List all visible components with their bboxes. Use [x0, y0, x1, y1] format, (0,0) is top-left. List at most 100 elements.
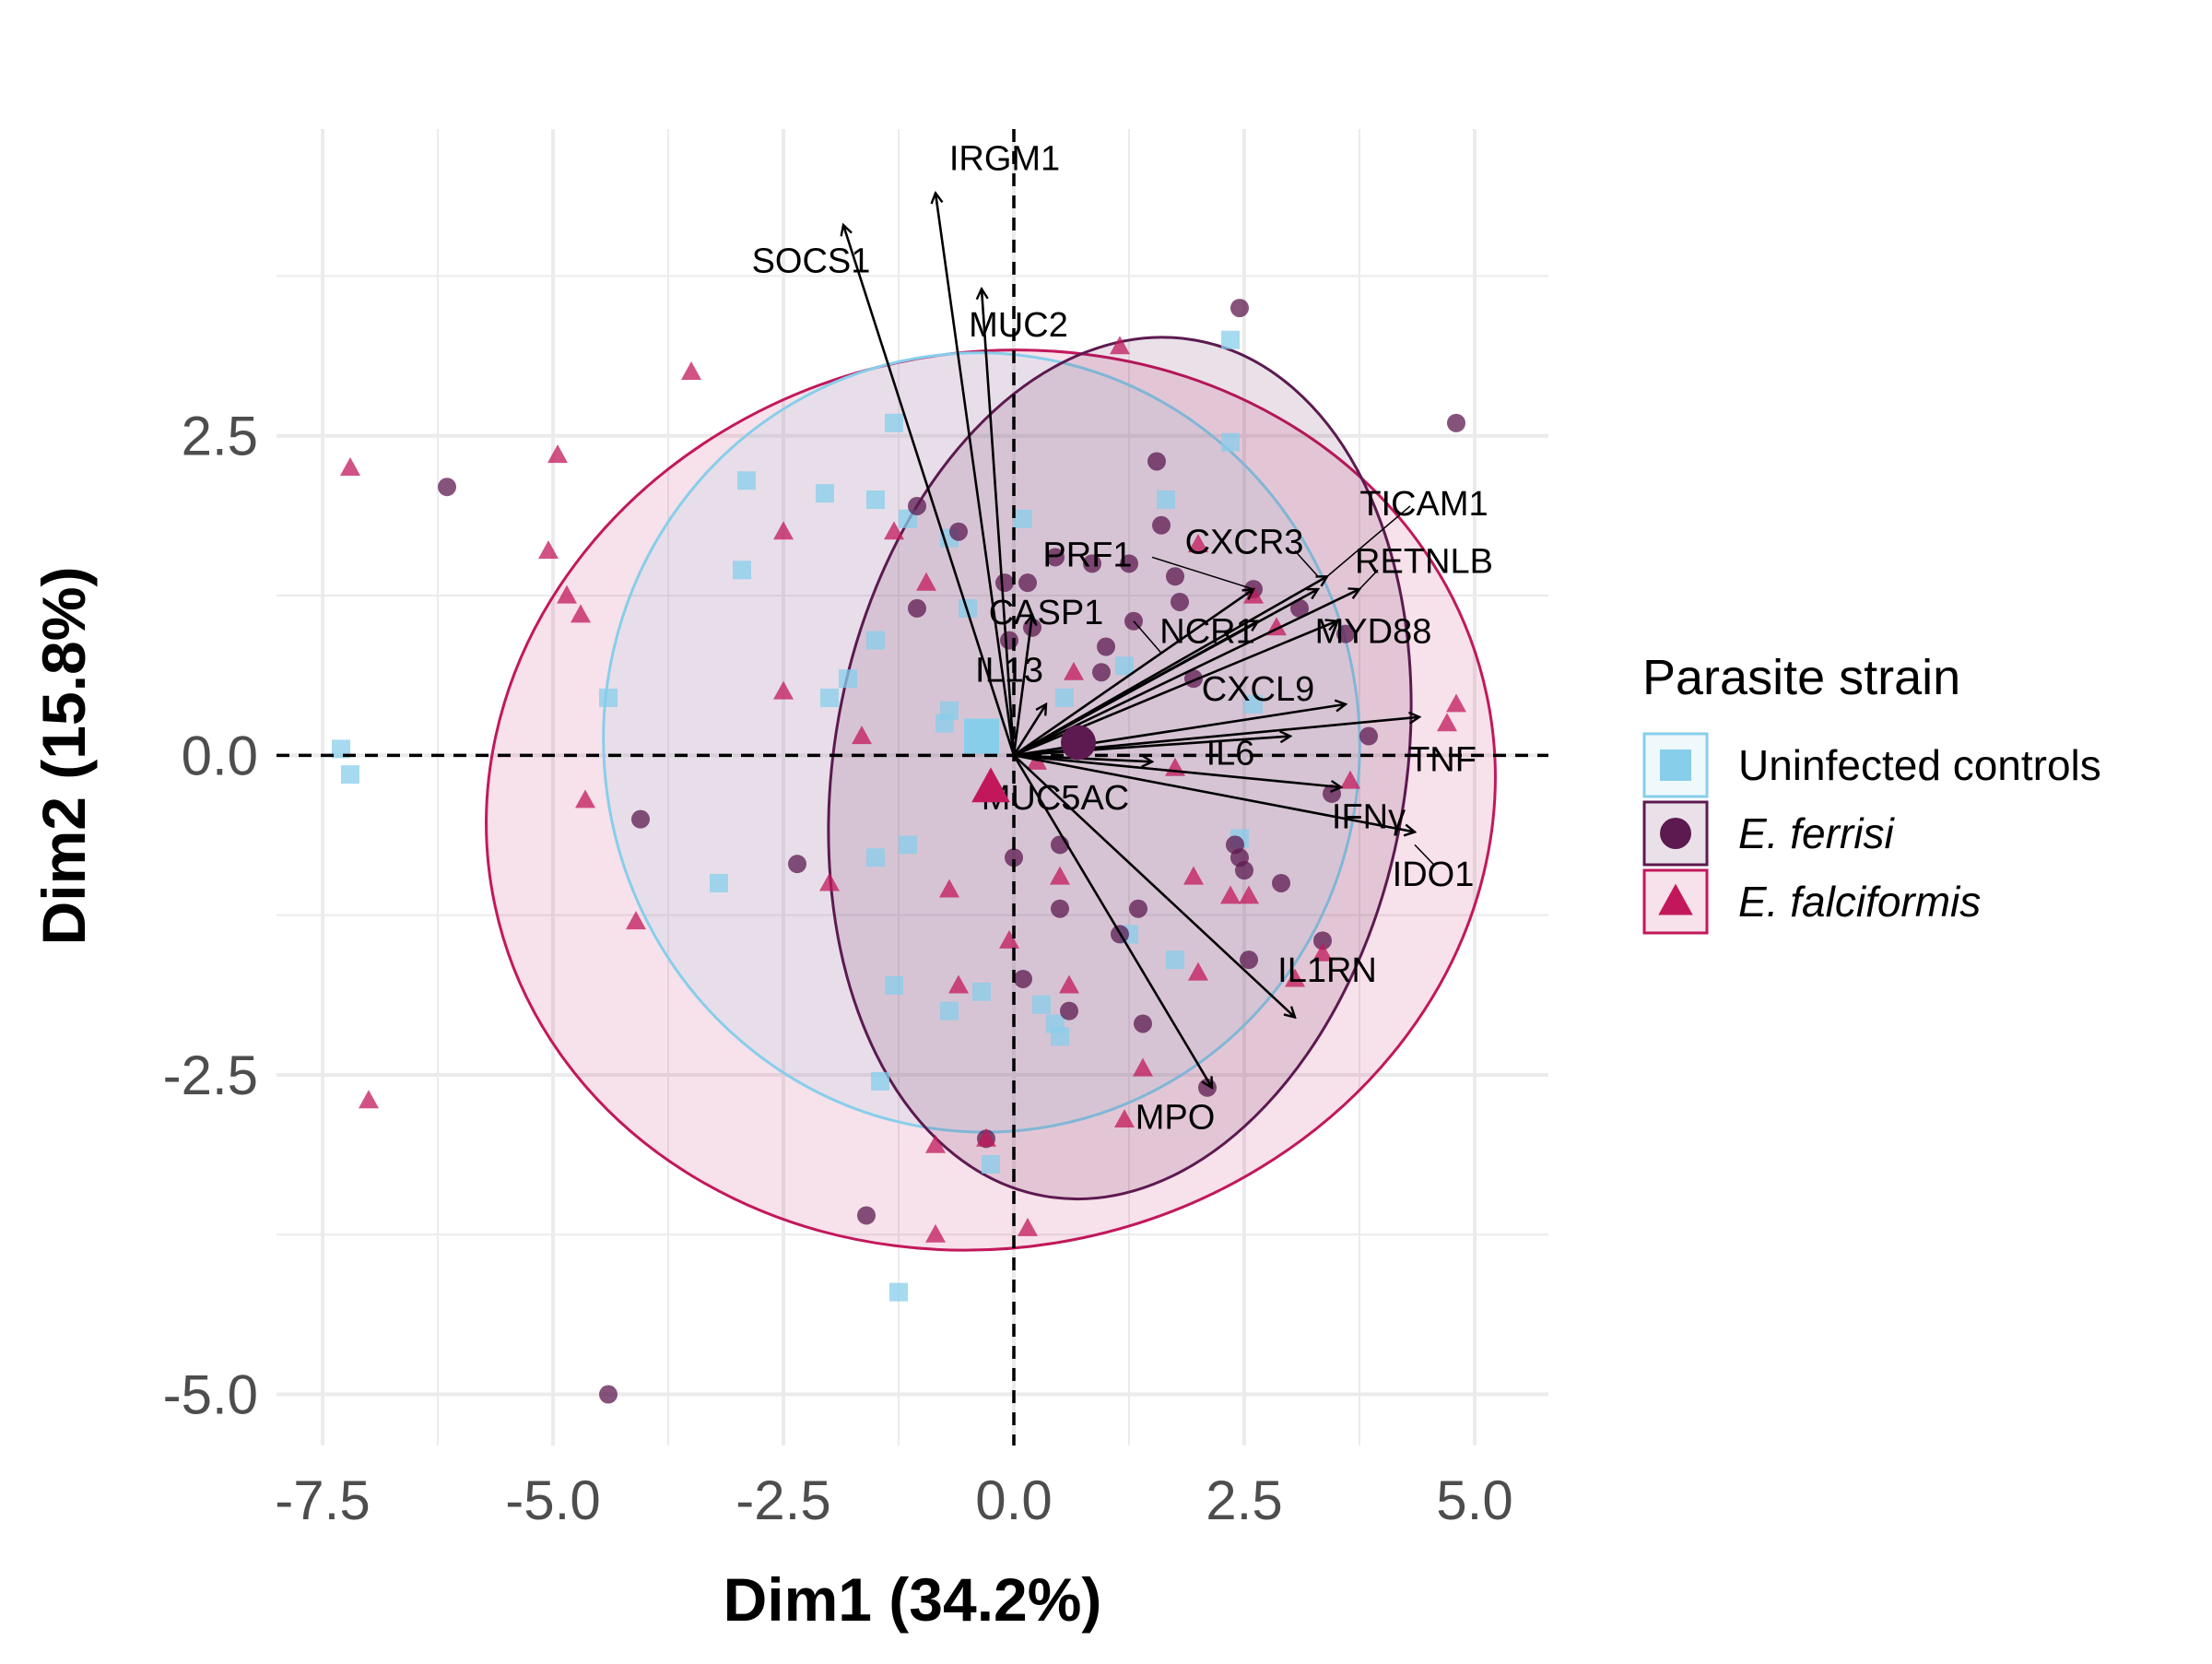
variable-label-TNF: TNF: [1408, 740, 1477, 779]
point-uninfected: [1221, 330, 1240, 349]
arrow-IL1RN: [1013, 754, 1295, 1017]
leader-line-IDO1: [1414, 844, 1434, 865]
point-uninfected: [1051, 1027, 1069, 1046]
point-ferrisi: [1447, 413, 1465, 432]
arrow-IL13: [1012, 704, 1046, 757]
point-uninfected: [885, 975, 903, 995]
point-ferrisi: [1147, 452, 1166, 471]
point-ferrisi: [1166, 567, 1184, 586]
variable-label-NCR1: NCR1: [1159, 613, 1254, 652]
centroid-falciformis: [971, 767, 1010, 803]
data-points: [332, 299, 1466, 1404]
point-ferrisi: [908, 598, 926, 618]
point-uninfected: [599, 688, 618, 707]
x-axis-title: Dim1 (34.2%): [724, 1565, 1102, 1634]
point-falciformis: [884, 521, 904, 540]
point-ferrisi: [1120, 554, 1138, 573]
legend-symbol-uninfected: [1660, 749, 1691, 781]
point-ferrisi: [1152, 515, 1171, 535]
leader-line-PRF1: [1151, 556, 1254, 590]
point-falciformis: [1018, 1217, 1038, 1236]
point-falciformis: [773, 680, 794, 700]
point-falciformis: [681, 361, 701, 380]
variable-label-MYD88: MYD88: [1315, 613, 1432, 652]
y-tick-label: 0.0: [182, 725, 258, 786]
x-tick-label: -2.5: [735, 1469, 830, 1531]
point-falciformis: [773, 521, 794, 540]
x-tick-label: 2.5: [1206, 1469, 1282, 1531]
point-ferrisi: [1290, 598, 1309, 618]
point-uninfected: [1166, 950, 1184, 970]
variable-label-MPO: MPO: [1135, 1098, 1216, 1137]
variable-label-IL1RN: IL1RN: [1277, 951, 1377, 990]
legend-symbol-falciformis: [1658, 883, 1693, 915]
point-ferrisi: [1097, 637, 1115, 656]
y-axis-title: Dim2 (15.8%): [29, 567, 98, 946]
arrow-CASP1: [1012, 615, 1032, 756]
point-falciformis: [1188, 534, 1208, 553]
arrow-IRGM1: [935, 193, 1016, 756]
variable-label-CXCR3: CXCR3: [1185, 524, 1304, 562]
point-uninfected: [341, 765, 359, 785]
point-ferrisi: [1000, 631, 1018, 650]
point-uninfected: [866, 848, 885, 867]
point-falciformis: [976, 1127, 996, 1147]
point-ferrisi: [1018, 573, 1037, 593]
point-falciformis: [1437, 713, 1457, 732]
reference-lines: [276, 129, 1548, 1446]
point-falciformis: [1312, 942, 1333, 962]
point-falciformis: [1446, 693, 1466, 713]
point-ferrisi: [1359, 726, 1378, 746]
point-falciformis: [1133, 1057, 1153, 1077]
point-uninfected: [940, 1001, 959, 1021]
point-ferrisi: [1272, 873, 1290, 892]
point-ferrisi: [1336, 624, 1355, 643]
point-ferrisi: [1046, 548, 1065, 567]
point-uninfected: [1115, 656, 1134, 676]
point-falciformis: [340, 456, 360, 476]
variable-label-TICAM1: TICAM1: [1359, 485, 1488, 524]
point-falciformis: [1340, 770, 1360, 789]
point-falciformis: [557, 584, 577, 604]
variable-label-PRF1: PRF1: [1042, 536, 1132, 574]
point-uninfected: [899, 835, 917, 855]
point-falciformis: [1050, 866, 1070, 885]
point-uninfected: [733, 561, 751, 580]
point-falciformis: [1110, 336, 1130, 355]
arrow-IFNγ: [1013, 754, 1341, 787]
point-uninfected: [866, 631, 885, 650]
point-falciformis: [571, 604, 591, 623]
point-falciformis: [547, 444, 568, 464]
point-falciformis: [819, 872, 840, 891]
point-falciformis: [999, 929, 1019, 949]
point-ferrisi: [1134, 1014, 1152, 1033]
point-ferrisi: [1051, 899, 1069, 918]
variable-label-IL13: IL13: [975, 651, 1043, 690]
point-falciformis: [925, 1223, 946, 1243]
variable-label-IL6: IL6: [1206, 734, 1255, 773]
point-ferrisi: [788, 855, 806, 874]
point-falciformis: [939, 879, 959, 898]
arrow-MUC2: [982, 289, 1016, 756]
point-falciformis: [1285, 968, 1305, 987]
point-uninfected: [1221, 432, 1240, 452]
point-ferrisi: [599, 1385, 618, 1404]
point-ferrisi: [1313, 931, 1332, 950]
centroid-uninfected: [964, 718, 999, 754]
legend-label-falciformis: E. falciformis: [1738, 878, 1981, 926]
point-ferrisi: [1060, 1001, 1078, 1021]
point-uninfected: [1244, 694, 1263, 714]
point-ferrisi: [995, 573, 1014, 593]
variable-arrows: IRGM1 SOCS1 MUC2 TICAM1 RETNLB CXCR3 PRF1 MYD88…: [752, 140, 1493, 1138]
point-falciformis: [916, 572, 936, 591]
point-uninfected: [871, 1071, 889, 1091]
point-falciformis: [1059, 974, 1079, 994]
point-uninfected: [820, 688, 839, 707]
point-falciformis: [359, 1090, 379, 1109]
arrow-NCR1: [1013, 621, 1258, 757]
centroid-ferrisi: [1061, 725, 1096, 761]
grid-layer: [276, 129, 1548, 1446]
point-uninfected: [1014, 509, 1032, 528]
y-tick-label: -2.5: [163, 1044, 258, 1106]
point-ferrisi: [857, 1206, 876, 1225]
